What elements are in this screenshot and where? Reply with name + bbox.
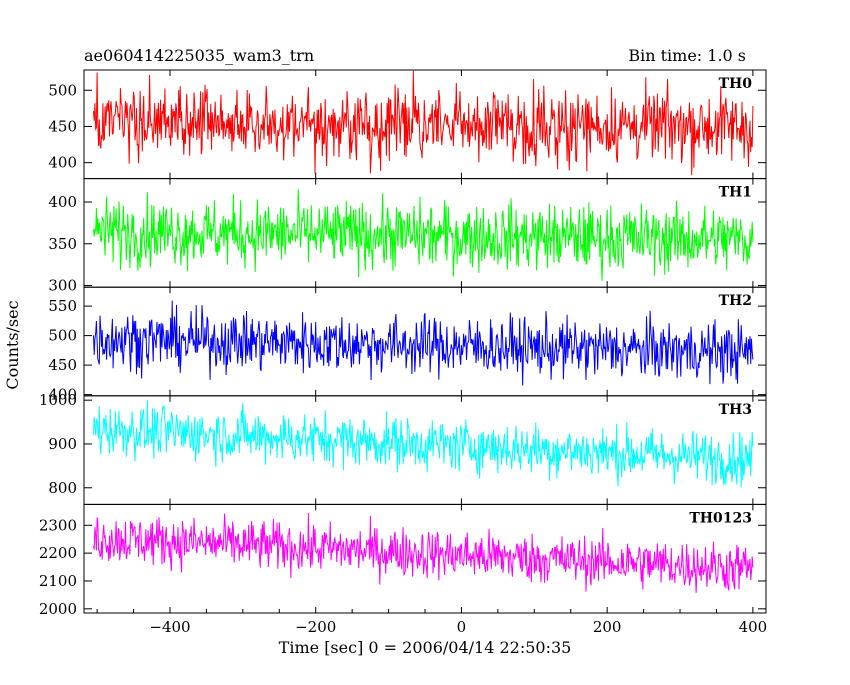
x-axis-label: Time [sec] 0 = 2006/04/14 22:50:35 [279, 638, 572, 657]
series-line-th2 [93, 300, 754, 386]
panel-label-th2: TH2 [719, 293, 752, 309]
x-tick-label: 400 [739, 618, 768, 636]
panel-label-th0123: TH0123 [689, 510, 752, 526]
bin-time-label: Bin time: 1.0 s [628, 46, 746, 65]
panel-stack: 400 450 500 TH0 300 350 400 TH1 400 450 500 550 TH2 8… [39, 69, 768, 636]
panel-label-th3: TH3 [719, 402, 752, 418]
series-line-th1 [93, 188, 754, 281]
panel-label-th1: TH1 [719, 185, 752, 201]
chart-title: ae060414225035_wam3_trn [84, 46, 314, 65]
x-tick-label: −200 [295, 618, 336, 636]
y-tick-label-th3: 1000 [39, 391, 77, 409]
y-tick-label-th1: 300 [48, 277, 77, 295]
y-tick-label-th0: 450 [48, 117, 77, 135]
y-tick-label-th0123: 2300 [39, 516, 77, 534]
x-tick-label: 200 [593, 618, 622, 636]
y-tick-label-th1: 400 [48, 193, 77, 211]
y-tick-label-th3: 800 [48, 479, 77, 497]
y-tick-label-th0123: 2000 [39, 600, 77, 618]
y-tick-label-th2: 450 [48, 356, 77, 374]
y-tick-label-th2: 500 [48, 327, 77, 345]
y-tick-label-th1: 350 [48, 235, 77, 253]
y-tick-label-th3: 900 [48, 435, 77, 453]
panel-label-th0: TH0 [719, 76, 753, 92]
y-tick-label-th0: 500 [48, 81, 77, 99]
series-line-th0 [93, 70, 754, 176]
series-line-th3 [93, 400, 754, 488]
y-axis-label: Counts/sec [3, 300, 22, 389]
y-tick-label-th0123: 2100 [39, 572, 77, 590]
x-tick-label: −400 [149, 618, 190, 636]
y-tick-label-th2: 400 [48, 386, 77, 404]
y-tick-label-th0123: 2200 [39, 544, 77, 562]
series-line-th0123 [93, 512, 754, 593]
x-tick-label: 0 [457, 618, 467, 636]
y-tick-label-th0: 400 [48, 154, 77, 172]
y-tick-label-th2: 550 [48, 297, 77, 315]
